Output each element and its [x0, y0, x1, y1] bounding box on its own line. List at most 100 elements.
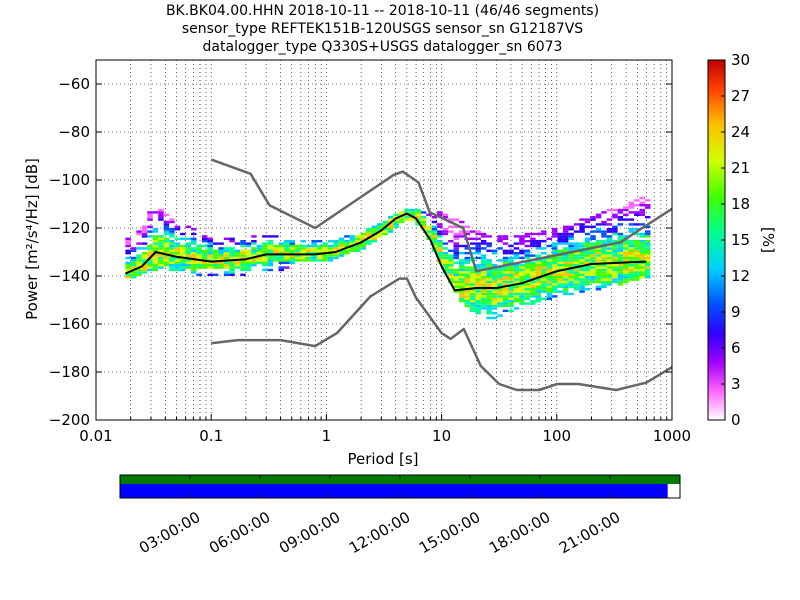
heatmap-cell [568, 256, 574, 260]
heatmap-cell [360, 242, 367, 245]
heatmap-cell [169, 268, 175, 272]
heatmap-cell [163, 264, 170, 267]
heatmap-cell [201, 261, 208, 264]
heatmap-cell [530, 261, 536, 264]
heatmap-cell [562, 228, 569, 231]
heatmap-cell [355, 237, 361, 240]
heatmap-cell [371, 225, 377, 228]
heatmap-cell [311, 254, 317, 257]
heatmap-cell [262, 256, 268, 260]
heatmap-cell [601, 259, 607, 262]
heatmap-cell [459, 297, 465, 300]
heatmap-cell [508, 259, 514, 262]
heatmap-cell [469, 309, 476, 312]
heatmap-cell [437, 256, 443, 260]
heatmap-cell [623, 247, 629, 250]
heatmap-cell [218, 261, 224, 264]
heatmap-cell [557, 266, 563, 269]
heatmap-cell [535, 297, 542, 300]
heatmap-cell [557, 256, 563, 260]
heatmap-cell [508, 273, 514, 276]
heatmap-cell [595, 213, 602, 216]
heatmap-cell [480, 285, 487, 288]
heatmap-cell [169, 232, 175, 236]
heatmap-cell [480, 254, 487, 257]
heatmap-cell [541, 252, 547, 255]
heatmap-cell [562, 256, 569, 260]
heatmap-cell [174, 249, 181, 252]
heatmap-cell [294, 254, 301, 257]
heatmap-cell [437, 213, 443, 216]
heatmap-cell [469, 307, 476, 310]
heatmap-cell [644, 244, 651, 248]
heatmap-cell [322, 259, 328, 262]
heatmap-cell [568, 254, 574, 257]
heatmap-cell [639, 247, 645, 250]
heatmap-cell [513, 235, 520, 238]
heatmap-cell [185, 261, 192, 264]
heatmap-cell [125, 264, 131, 267]
heatmap-cell [201, 264, 208, 267]
heatmap-cell [453, 261, 460, 264]
heatmap-cell [497, 280, 503, 284]
heatmap-cell [349, 242, 356, 245]
x-tick-label: 0.01 [79, 427, 112, 445]
heatmap-cell [469, 304, 476, 308]
heatmap-cell [218, 256, 224, 260]
heatmap-cell [584, 280, 591, 284]
colorbar-tick-label: 12 [731, 267, 750, 285]
heatmap-cell [459, 268, 465, 272]
heatmap-cell [366, 242, 372, 245]
heatmap-cell [546, 259, 553, 262]
heatmap-cell [201, 237, 208, 240]
heatmap-cell [491, 302, 498, 305]
heatmap-cell [486, 273, 492, 276]
heatmap-cell [519, 290, 525, 293]
heatmap-cell [584, 276, 591, 279]
heatmap-cell [573, 230, 580, 233]
heatmap-cell [639, 235, 645, 238]
heatmap-cell [584, 225, 591, 228]
heatmap-cell [442, 242, 449, 245]
heatmap-cell [191, 254, 197, 257]
heatmap-cell [284, 244, 290, 248]
heatmap-cell [174, 247, 181, 250]
heatmap-cell [590, 242, 596, 245]
heatmap-cell [502, 249, 509, 252]
heatmap-cell [294, 244, 301, 248]
heatmap-cell [185, 244, 192, 248]
heatmap-cell [644, 254, 651, 257]
heatmap-cell [601, 268, 607, 272]
heatmap-cell [300, 247, 306, 250]
heatmap-cell [562, 242, 569, 245]
heatmap-cell [639, 213, 645, 216]
heatmap-cell [601, 264, 607, 267]
heatmap-cell [163, 240, 170, 243]
heatmap-cell [535, 292, 542, 296]
heatmap-cell [628, 240, 635, 243]
heatmap-cell [639, 268, 645, 272]
heatmap-cell [305, 244, 312, 248]
heatmap-cell [612, 232, 618, 236]
heatmap-cell [420, 216, 427, 219]
heatmap-cell [634, 228, 640, 231]
heatmap-cell [251, 249, 257, 252]
heatmap-cell [453, 285, 460, 288]
heatmap-cell [519, 302, 525, 305]
heatmap-cell [606, 218, 613, 221]
heatmap-cell [530, 302, 536, 305]
heatmap-cell [513, 285, 520, 288]
heatmap-cell [491, 285, 498, 288]
heatmap-cell [469, 302, 476, 305]
heatmap-cell [147, 216, 153, 219]
heatmap-cell [469, 283, 476, 286]
heatmap-cell [557, 278, 563, 281]
heatmap-cell [644, 271, 651, 274]
heatmap-cell [579, 261, 585, 264]
heatmap-cell [387, 225, 394, 228]
heatmap-cell [497, 273, 503, 276]
heatmap-cell [491, 280, 498, 284]
heatmap-cell [508, 252, 514, 255]
heatmap-cell [628, 249, 635, 252]
heatmap-cell [491, 273, 498, 276]
